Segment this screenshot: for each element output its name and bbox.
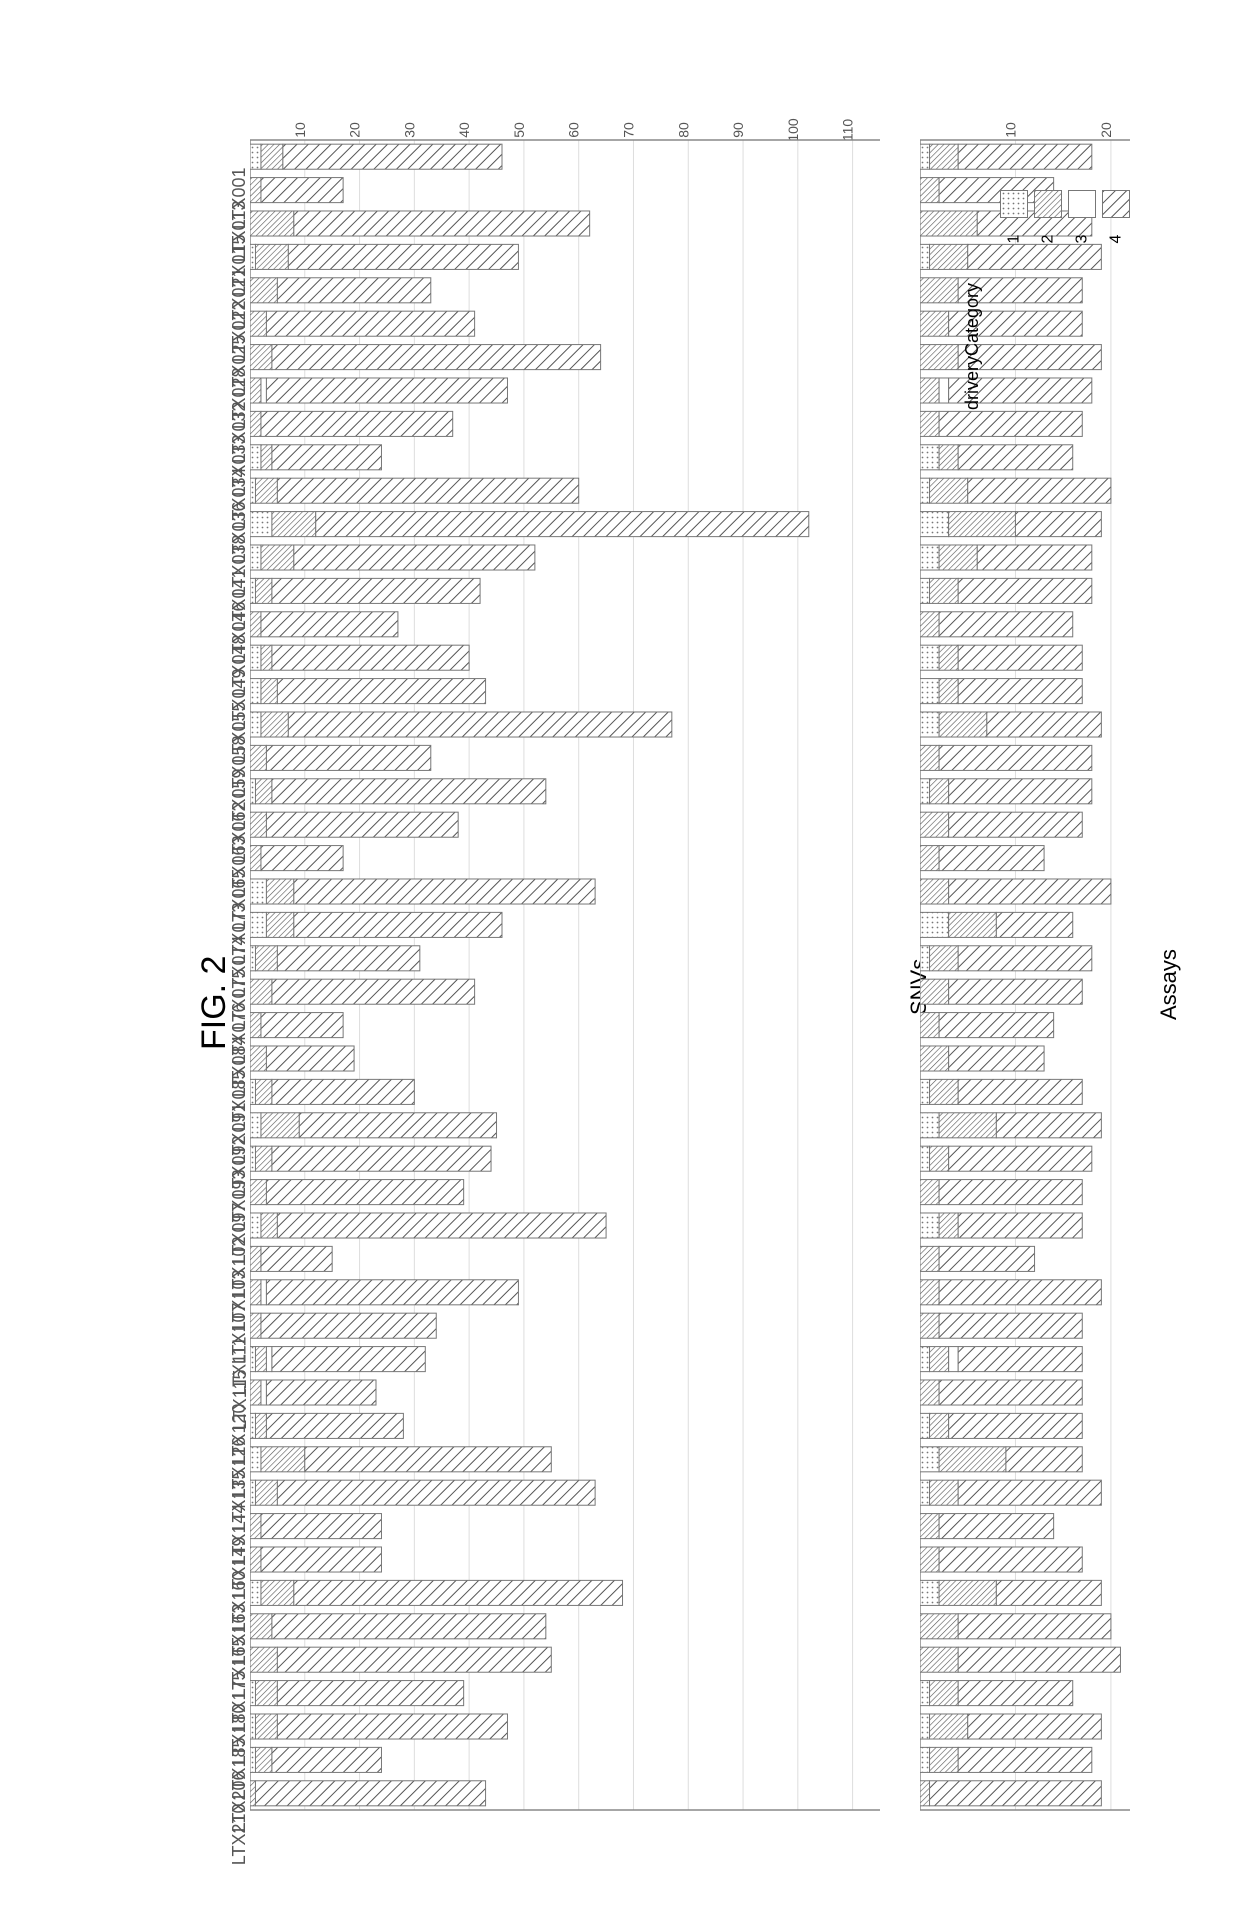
svg-text:80: 80 xyxy=(675,122,691,138)
legend-title: driveryCategory xyxy=(962,283,983,410)
svg-text:100: 100 xyxy=(785,118,801,142)
legend-swatch xyxy=(1102,190,1130,218)
svg-text:110: 110 xyxy=(840,119,856,142)
legend-swatch xyxy=(1068,190,1096,218)
legend-label: 3 xyxy=(1073,235,1091,244)
page: FIG. 2 LTX001LTX013LTX015LTX021LTX022LTX… xyxy=(0,0,1240,1923)
legend-item: 4 xyxy=(1102,190,1130,248)
legend-label: 4 xyxy=(1107,235,1125,244)
svg-text:40: 40 xyxy=(456,122,472,138)
svg-text:20: 20 xyxy=(347,122,363,138)
svg-text:10: 10 xyxy=(1002,122,1018,138)
category-label: LTX210 xyxy=(230,1804,251,1866)
legend-swatch xyxy=(1000,190,1028,218)
assay-axis-label: Assays xyxy=(1156,949,1182,1020)
svg-text:50: 50 xyxy=(511,122,527,138)
legend-item: 3 xyxy=(1068,190,1096,248)
svg-text:60: 60 xyxy=(566,122,582,138)
legend-label: 1 xyxy=(1005,235,1023,244)
svg-text:30: 30 xyxy=(401,122,417,138)
svg-text:20: 20 xyxy=(1098,122,1114,138)
category-axis-labels: LTX001LTX013LTX015LTX021LTX022LTX025LTX0… xyxy=(130,100,240,1870)
legend: driveryCategory 1234 xyxy=(970,180,1090,430)
snv-chart-svg: 0 10 20 30 40 50 60 70 80 90 100 110 xyxy=(250,100,880,1870)
svg-text:70: 70 xyxy=(620,122,636,138)
svg-text:90: 90 xyxy=(730,122,746,138)
svg-text:10: 10 xyxy=(292,122,308,138)
legend-label: 2 xyxy=(1039,235,1057,244)
svg-text:0: 0 xyxy=(920,126,923,134)
legend-item: 2 xyxy=(1034,190,1062,248)
legend-swatch xyxy=(1034,190,1062,218)
legend-item: 1 xyxy=(1000,190,1028,248)
svg-text:0: 0 xyxy=(250,126,253,134)
snv-panel: 0102030405060708090100110 SNVs xyxy=(250,100,880,1870)
